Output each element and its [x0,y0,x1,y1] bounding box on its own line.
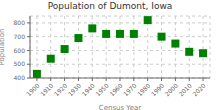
svg-text:Census Year: Census Year [99,104,142,110]
svg-text:1980: 1980 [136,82,152,98]
svg-text:1950: 1950 [94,82,110,98]
html-text:Population of Dumont, Iowa: Population of Dumont, Iowa [47,1,173,11]
svg-text:600: 600 [14,47,26,54]
svg-text:500: 500 [14,60,26,67]
svg-text:700: 700 [14,33,26,40]
svg-text:1960: 1960 [108,82,124,98]
svg-text:1970: 1970 [122,82,138,98]
svg-text:800: 800 [14,19,26,26]
svg-text:1940: 1940 [80,82,96,98]
svg-text:1990: 1990 [150,82,166,98]
svg-text:1930: 1930 [66,82,82,98]
svg-text:1910: 1910 [39,82,55,98]
svg-text:2020: 2020 [191,82,207,98]
svg-text:1920: 1920 [53,82,69,98]
svg-text:1900: 1900 [25,82,41,98]
svg-text:400: 400 [14,74,26,81]
svg-text:2010: 2010 [177,82,193,98]
svg-text:2000: 2000 [163,82,179,98]
